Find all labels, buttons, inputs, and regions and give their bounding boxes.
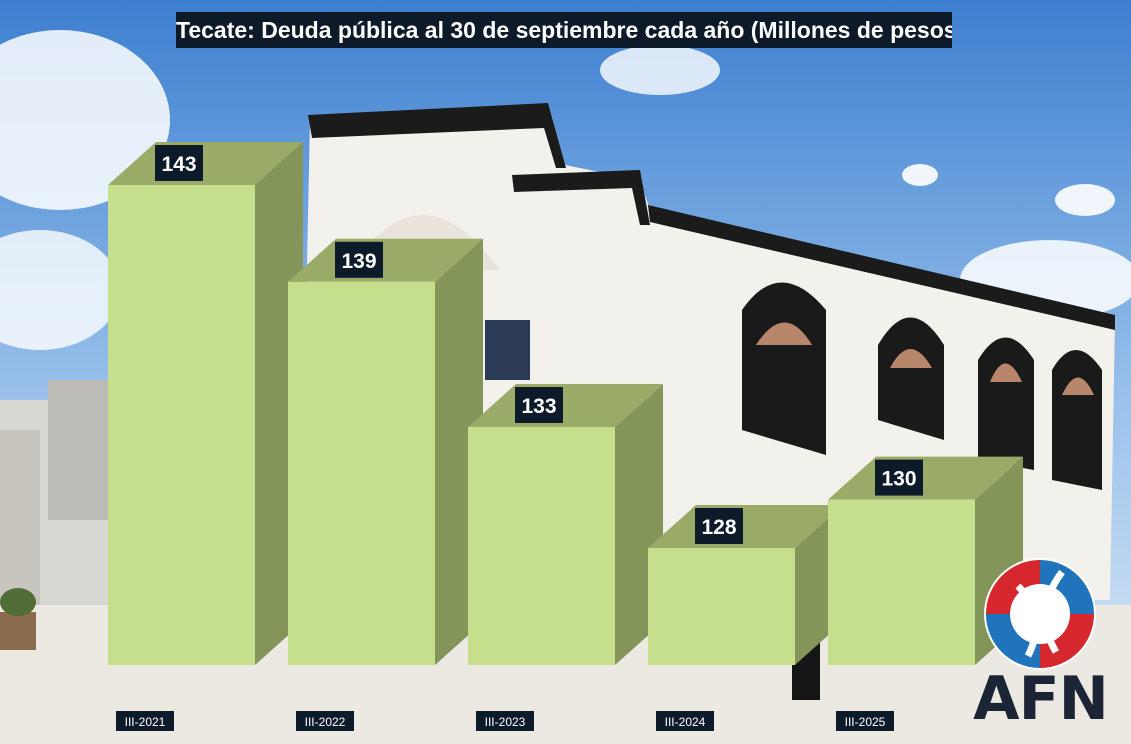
bar-III-2024: 128 <box>648 505 843 665</box>
data-label-text: 128 <box>701 516 736 539</box>
bar-III-2021: 143 <box>108 142 303 665</box>
bar-III-2022: 139 <box>288 238 483 666</box>
x-tick-label: III-2023 <box>476 711 534 731</box>
x-axis: III-2021 III-2022 III-2023 III-2024 III-2025 <box>116 711 894 731</box>
x-tick-text: III-2023 <box>485 715 526 729</box>
data-label-text: 139 <box>341 250 376 273</box>
data-label-text: 133 <box>521 395 556 418</box>
data-label: 130 <box>875 459 923 496</box>
data-label-text: 130 <box>881 468 916 491</box>
bar-front <box>468 427 615 665</box>
x-tick-text: III-2024 <box>665 715 706 729</box>
x-tick-text: III-2025 <box>845 715 886 729</box>
chart-title: Tecate: Deuda pública al 30 de septiembr… <box>176 12 952 48</box>
x-tick-text: III-2021 <box>125 715 166 729</box>
data-label: 139 <box>335 241 383 278</box>
x-tick-label: III-2024 <box>656 711 714 731</box>
data-label-text: 143 <box>161 153 196 176</box>
x-tick-text: III-2022 <box>305 715 346 729</box>
x-tick-label: III-2025 <box>836 711 894 731</box>
bar-front <box>828 499 975 665</box>
data-label: 128 <box>695 508 743 544</box>
afn-logo: AFN <box>958 556 1123 736</box>
bar-front <box>648 548 795 665</box>
x-tick-label: III-2021 <box>116 711 174 731</box>
bar-III-2023: 133 <box>468 384 663 665</box>
logo-text: AFN <box>973 664 1109 734</box>
data-label: 143 <box>155 145 203 181</box>
data-label: 133 <box>515 387 563 423</box>
bar-front <box>288 281 435 665</box>
bar-front <box>108 185 255 665</box>
bar-series: 143 139 133 128 130 <box>108 142 1023 666</box>
x-tick-label: III-2022 <box>296 711 354 731</box>
